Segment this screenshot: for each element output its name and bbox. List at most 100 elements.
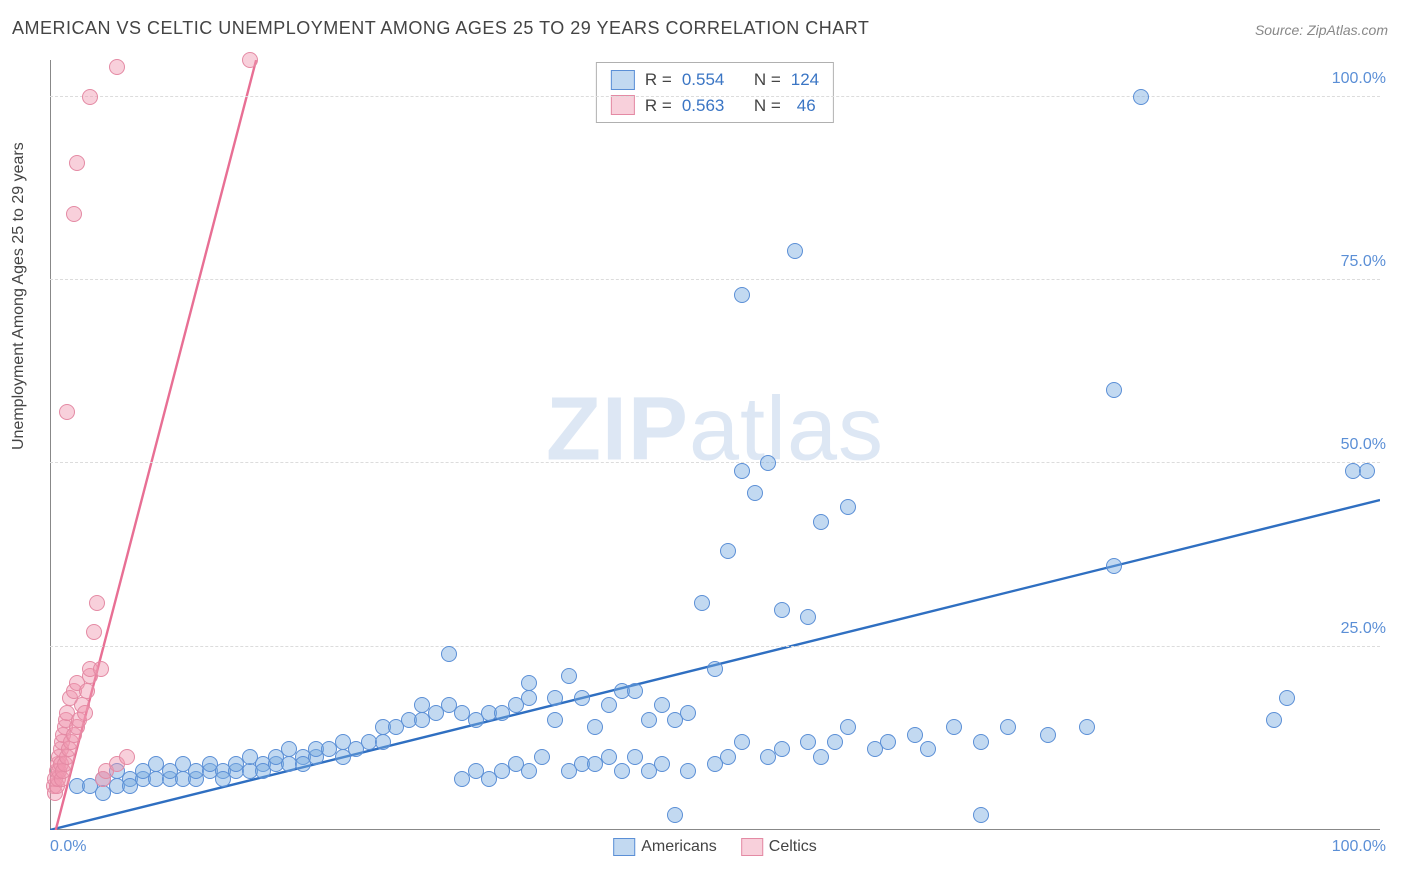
data-point (747, 485, 763, 501)
data-point (720, 543, 736, 559)
data-point (66, 206, 82, 222)
data-point (561, 668, 577, 684)
data-point (93, 661, 109, 677)
data-point (827, 734, 843, 750)
data-point (69, 155, 85, 171)
swatch-americans (611, 70, 635, 90)
data-point (59, 404, 75, 420)
data-point (89, 595, 105, 611)
data-point (77, 705, 93, 721)
n-value-americans: 124 (791, 67, 819, 93)
data-point (720, 749, 736, 765)
data-point (973, 807, 989, 823)
chart-container: AMERICAN VS CELTIC UNEMPLOYMENT AMONG AG… (0, 0, 1406, 892)
data-point (601, 749, 617, 765)
data-point (521, 690, 537, 706)
data-point (973, 734, 989, 750)
data-point (601, 697, 617, 713)
stats-row-americans: R = 0.554 N = 124 (611, 67, 819, 93)
source-label: Source: (1255, 22, 1307, 38)
data-point (119, 749, 135, 765)
data-point (627, 683, 643, 699)
y-tick: 50.0% (1341, 436, 1386, 454)
data-point (734, 734, 750, 750)
data-point (800, 609, 816, 625)
data-point (694, 595, 710, 611)
legend-item-americans: Americans (613, 838, 717, 856)
data-point (1040, 727, 1056, 743)
data-point (946, 719, 962, 735)
legend-label-celtics: Celtics (769, 838, 817, 855)
data-point (1266, 712, 1282, 728)
data-point (707, 661, 723, 677)
data-point (787, 243, 803, 259)
data-point (654, 756, 670, 772)
data-point (547, 712, 563, 728)
data-point (641, 712, 657, 728)
data-point (880, 734, 896, 750)
data-point (1000, 719, 1016, 735)
data-point (760, 455, 776, 471)
data-point (109, 59, 125, 75)
data-point (840, 719, 856, 735)
data-point (375, 734, 391, 750)
data-point (587, 719, 603, 735)
x-tick-max: 100.0% (1332, 838, 1386, 856)
data-point (1106, 382, 1122, 398)
y-axis-label: Unemployment Among Ages 25 to 29 years (10, 142, 28, 450)
data-point (1279, 690, 1295, 706)
data-point (774, 602, 790, 618)
data-point (920, 741, 936, 757)
x-tick-min: 0.0% (50, 838, 86, 856)
swatch-celtics (611, 95, 635, 115)
data-point (680, 763, 696, 779)
data-point (680, 705, 696, 721)
y-tick: 25.0% (1341, 620, 1386, 638)
data-point (800, 734, 816, 750)
data-point (1133, 89, 1149, 105)
data-point (654, 697, 670, 713)
data-point (86, 624, 102, 640)
n-label: N = (754, 67, 781, 93)
gridline (50, 462, 1380, 463)
data-point (614, 763, 630, 779)
y-tick: 75.0% (1341, 253, 1386, 271)
data-point (734, 287, 750, 303)
legend-item-celtics: Celtics (741, 838, 817, 856)
series-legend: Americans Celtics (613, 838, 817, 856)
data-point (534, 749, 550, 765)
data-point (1106, 558, 1122, 574)
y-axis-line (50, 60, 51, 830)
data-point (1079, 719, 1095, 735)
chart-title: AMERICAN VS CELTIC UNEMPLOYMENT AMONG AG… (12, 18, 869, 39)
data-point (574, 690, 590, 706)
data-point (521, 675, 537, 691)
data-point (1359, 463, 1375, 479)
watermark-light: atlas (689, 379, 884, 479)
r-value-americans: 0.554 (682, 67, 725, 93)
gridline (50, 279, 1380, 280)
data-point (774, 741, 790, 757)
data-point (840, 499, 856, 515)
data-point (813, 514, 829, 530)
stats-legend: R = 0.554 N = 124 R = 0.563 N = 46 (596, 62, 834, 123)
data-point (82, 89, 98, 105)
trend-lines (50, 60, 1380, 830)
data-point (441, 646, 457, 662)
data-point (242, 52, 258, 68)
swatch-americans-icon (613, 838, 635, 856)
data-point (734, 463, 750, 479)
y-tick: 100.0% (1332, 70, 1386, 88)
data-point (813, 749, 829, 765)
data-point (521, 763, 537, 779)
legend-label-americans: Americans (641, 838, 717, 855)
watermark: ZIPatlas (546, 378, 884, 481)
plot-area: ZIPatlas R = 0.554 N = 124 R = 0.563 N =… (50, 60, 1380, 830)
source-credit: Source: ZipAtlas.com (1255, 22, 1388, 38)
data-point (627, 749, 643, 765)
x-axis-line (50, 829, 1380, 830)
swatch-celtics-icon (741, 838, 763, 856)
gridline (50, 646, 1380, 647)
data-point (547, 690, 563, 706)
data-point (79, 683, 95, 699)
